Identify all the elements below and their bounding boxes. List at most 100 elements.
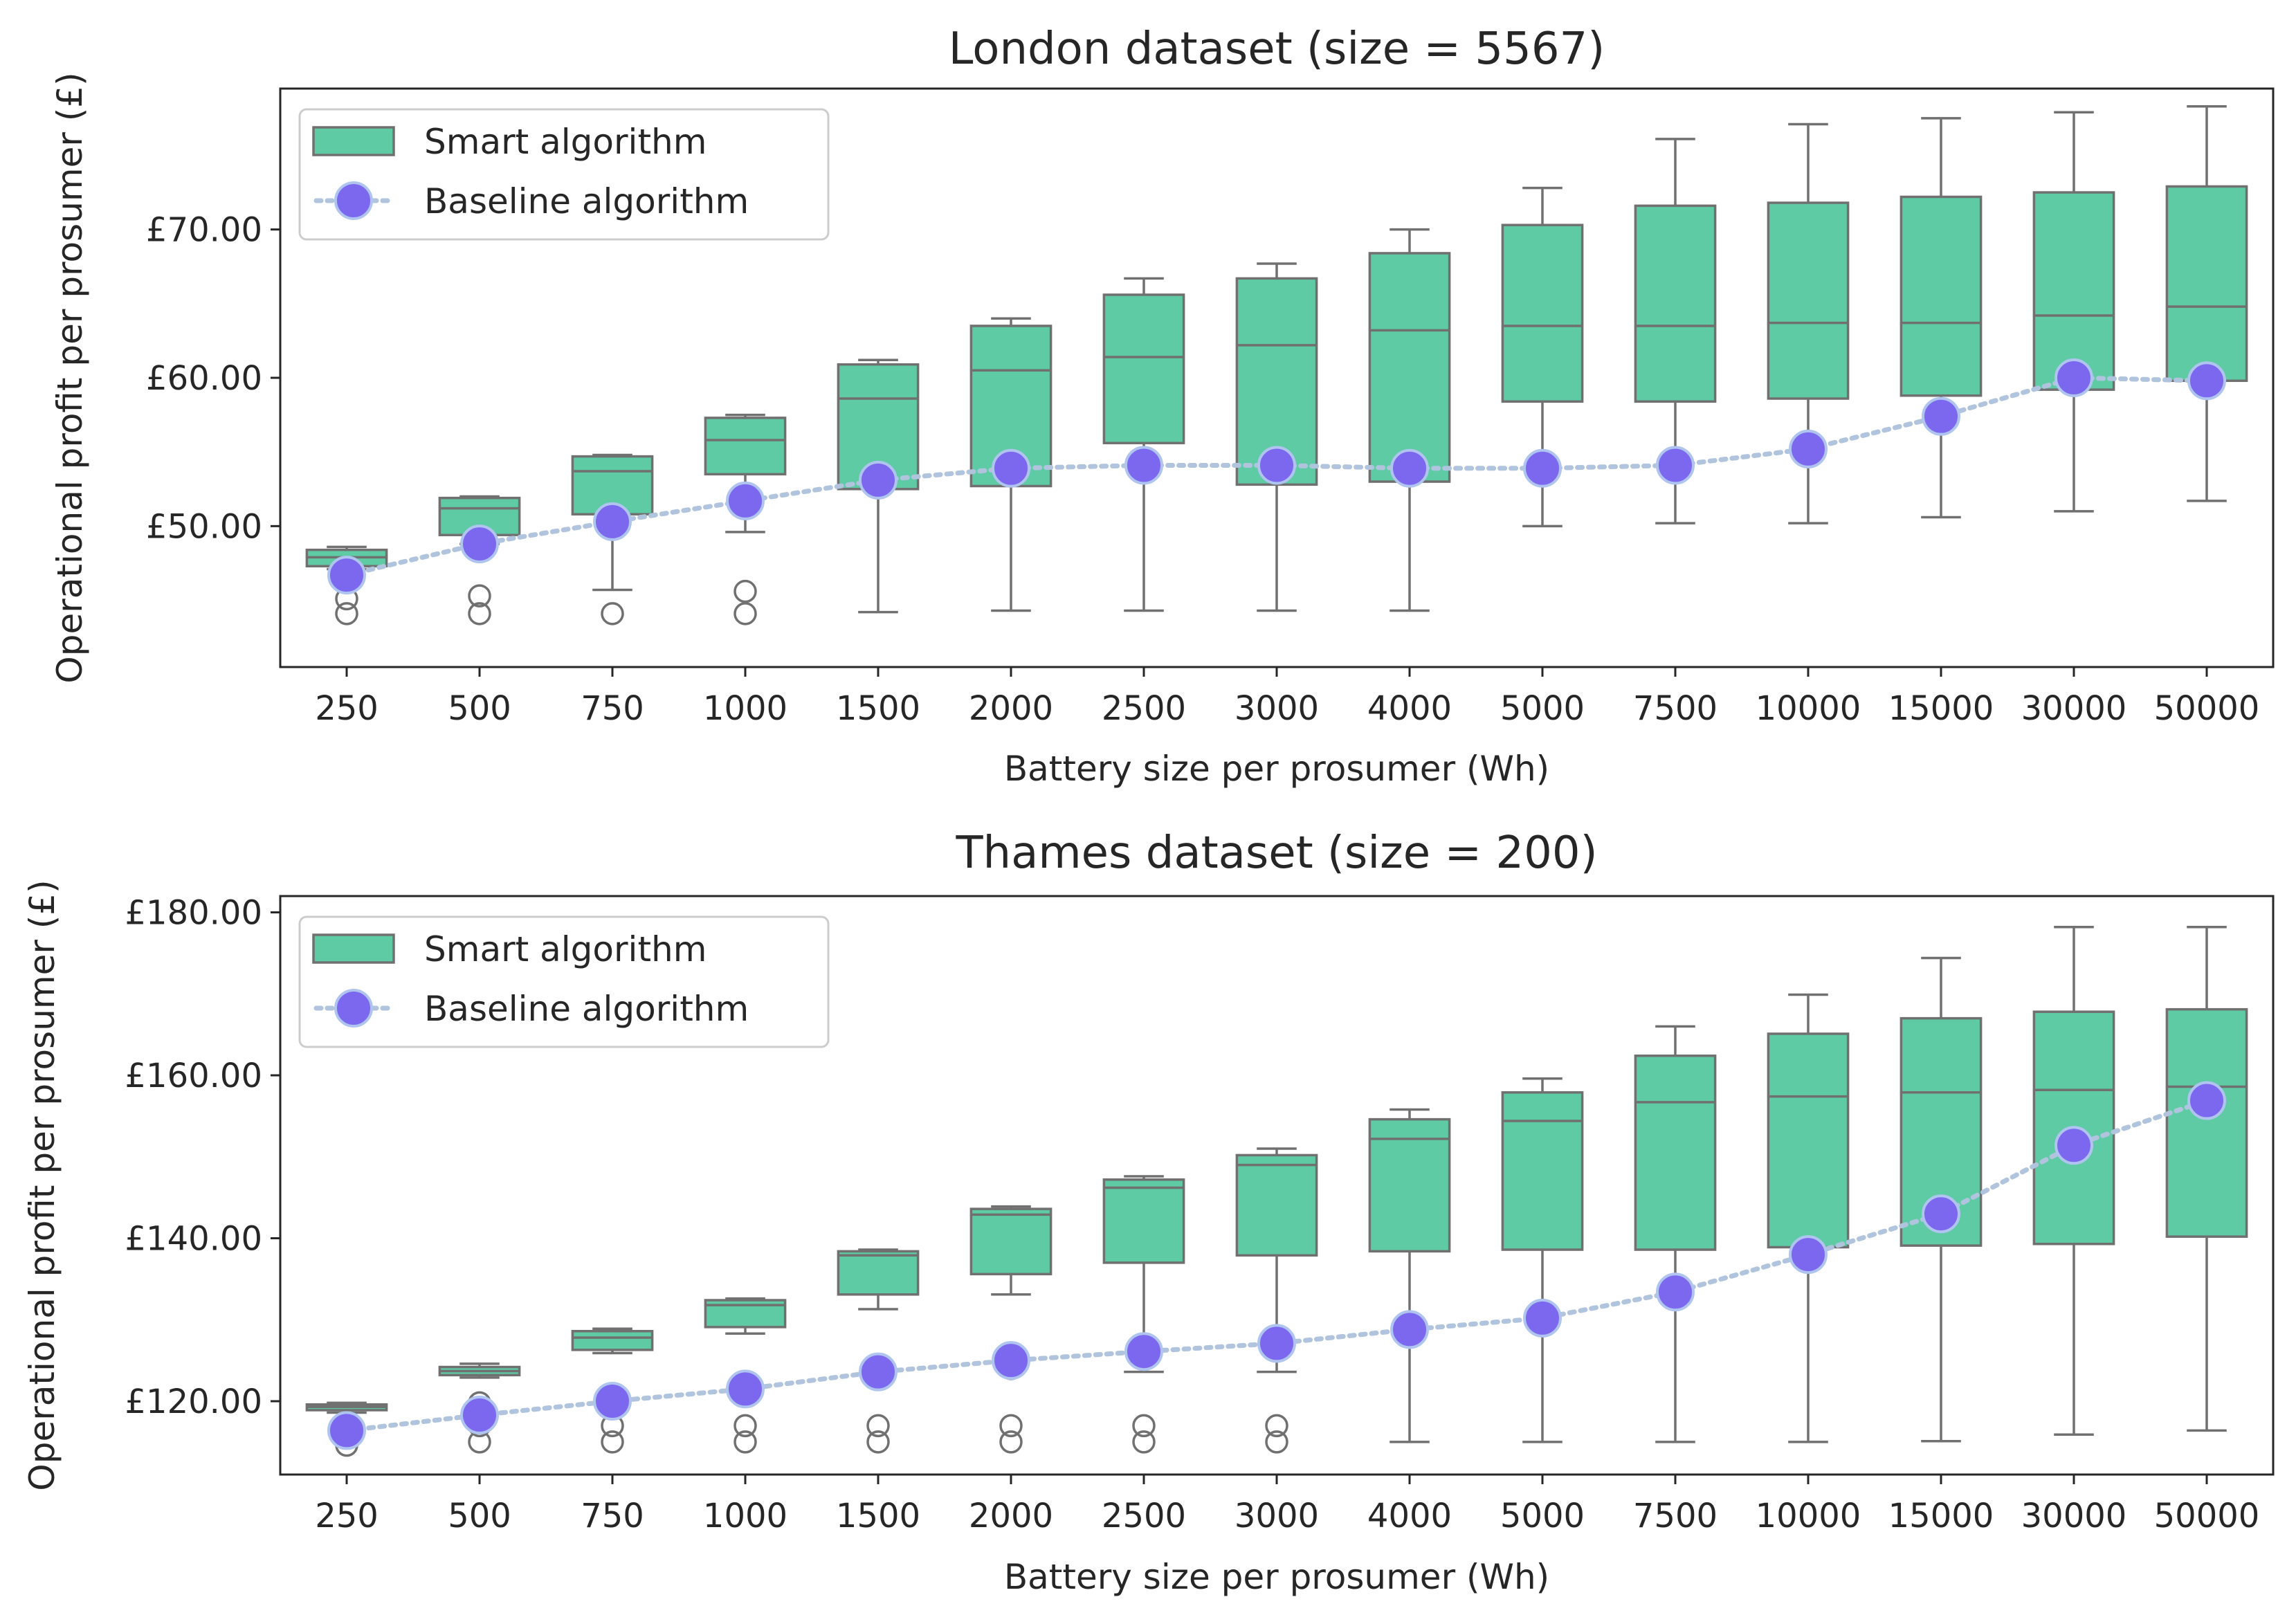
- x-tick-label: 50000: [2154, 1497, 2260, 1535]
- x-tick-label: 250: [315, 689, 379, 728]
- outlier-point: [468, 584, 491, 608]
- x-tick-label: 500: [448, 1497, 511, 1535]
- x-tick-label: 15000: [1888, 1497, 1994, 1535]
- x-tick-label: 750: [581, 1497, 644, 1535]
- box-iqr: [1368, 252, 1451, 483]
- baseline-point-1500: [859, 1352, 898, 1392]
- x-tick-label: 1000: [703, 689, 787, 728]
- baseline-point-50000: [2187, 361, 2226, 401]
- x-axis-label: Battery size per prosumer (Wh): [1004, 1557, 1549, 1597]
- x-tick-label: 3000: [1234, 1497, 1319, 1535]
- legend-swatch-smart: [312, 126, 395, 156]
- legend: Smart algorithm Baseline algorithm: [298, 915, 830, 1048]
- chart-title: Thames dataset (size = 200): [955, 828, 1597, 879]
- box-1000: [704, 1297, 787, 1454]
- box-3000: [1235, 1147, 1318, 1454]
- x-tick-label: 15000: [1888, 689, 1994, 728]
- baseline-point-3000: [1257, 1324, 1296, 1363]
- baseline-point-50000: [2187, 1081, 2226, 1120]
- box-iqr: [1368, 1117, 1451, 1253]
- baseline-point-5000: [1523, 1298, 1562, 1338]
- box-30000: [2032, 925, 2115, 1436]
- baseline-point-1000: [726, 481, 765, 520]
- x-tick-label: 50000: [2154, 689, 2260, 728]
- outlier-point: [734, 602, 757, 626]
- x-tick-label: 1500: [836, 1497, 920, 1535]
- x-tick-label: 2000: [969, 689, 1053, 728]
- box-iqr: [1102, 293, 1185, 445]
- chart-panel-london: London dataset (size = 5567) £50.00 £60.00…: [50, 24, 2275, 789]
- baseline-point-4000: [1390, 448, 1429, 488]
- baseline-point-250: [327, 556, 366, 595]
- outlier-point: [734, 579, 757, 603]
- outlier-point: [1265, 1430, 1288, 1454]
- y-tick-label: £140.00: [125, 1220, 263, 1259]
- y-tick-label: £120.00: [125, 1383, 263, 1421]
- x-tick-label: 5000: [1500, 689, 1585, 728]
- box-iqr: [1501, 223, 1584, 403]
- box-iqr: [1634, 1055, 1717, 1251]
- baseline-point-15000: [1922, 1194, 1960, 1234]
- y-axis-label: Operational profit per prosumer (£): [50, 72, 90, 683]
- baseline-point-2000: [992, 1341, 1030, 1380]
- baseline-point-2500: [1124, 446, 1163, 485]
- baseline-point-7500: [1656, 1272, 1695, 1312]
- x-tick-label: 2500: [1102, 689, 1186, 728]
- box-2000: [969, 1205, 1053, 1454]
- box-iqr: [2165, 185, 2248, 383]
- plot-frame: [279, 895, 2275, 1476]
- x-tick-label: 500: [448, 689, 511, 728]
- outlier-point: [468, 602, 491, 626]
- legend-label-baseline: Baseline algorithm: [424, 181, 749, 221]
- outlier-point: [1265, 1414, 1288, 1438]
- outlier-point: [335, 602, 358, 626]
- baseline-point-1500: [859, 460, 898, 500]
- legend-marker-baseline: [334, 989, 373, 1028]
- box-1500: [837, 1248, 920, 1454]
- box-iqr: [571, 1330, 654, 1351]
- box-iqr: [1235, 1153, 1318, 1257]
- outlier-point: [734, 1414, 757, 1438]
- y-tick-label: £180.00: [125, 894, 263, 933]
- x-axis-label: Battery size per prosumer (Wh): [1004, 749, 1549, 789]
- baseline-point-1000: [726, 1369, 765, 1409]
- baseline-point-250: [327, 1411, 366, 1450]
- baseline-point-5000: [1523, 448, 1562, 488]
- box-50000: [2165, 104, 2248, 502]
- box-iqr: [1634, 204, 1717, 403]
- x-tick-label: 750: [581, 689, 644, 728]
- baseline-point-30000: [2054, 358, 2093, 397]
- box-7500: [1634, 1025, 1717, 1443]
- baseline-point-3000: [1257, 446, 1296, 485]
- x-tick-label: 30000: [2021, 689, 2127, 728]
- box-5000: [1501, 186, 1584, 528]
- box-iqr: [2165, 1007, 2248, 1238]
- chart-title: London dataset (size = 5567): [949, 24, 1605, 75]
- box-2500: [1102, 277, 1185, 612]
- outlier-point: [866, 1414, 890, 1438]
- box-3000: [1235, 262, 1318, 612]
- baseline-point-750: [593, 502, 632, 541]
- box-4000: [1368, 1108, 1451, 1443]
- box-iqr: [1501, 1091, 1584, 1251]
- baseline-point-2500: [1124, 1332, 1163, 1371]
- box-1000: [704, 413, 787, 626]
- x-tick-label: 250: [315, 1497, 379, 1535]
- chart-panel-thames: Thames dataset (size = 200) £120.00 £140.0…: [22, 828, 2275, 1597]
- outlier-point: [866, 1430, 890, 1454]
- box-4000: [1368, 228, 1451, 612]
- box-iqr: [837, 1250, 920, 1296]
- legend-label-smart: Smart algorithm: [424, 122, 707, 162]
- y-tick-label: £50.00: [146, 507, 262, 546]
- y-tick-label: £60.00: [146, 359, 262, 398]
- x-tick-label: 5000: [1500, 1497, 1585, 1535]
- baseline-point-10000: [1789, 429, 1828, 468]
- x-tick-label: 10000: [1756, 689, 1861, 728]
- x-tick-label: 10000: [1756, 1497, 1861, 1535]
- box-30000: [2032, 111, 2115, 513]
- baseline-point-10000: [1789, 1235, 1828, 1275]
- y-tick-label: £70.00: [146, 211, 262, 250]
- baseline-point-500: [460, 524, 499, 564]
- box-15000: [1899, 117, 1983, 519]
